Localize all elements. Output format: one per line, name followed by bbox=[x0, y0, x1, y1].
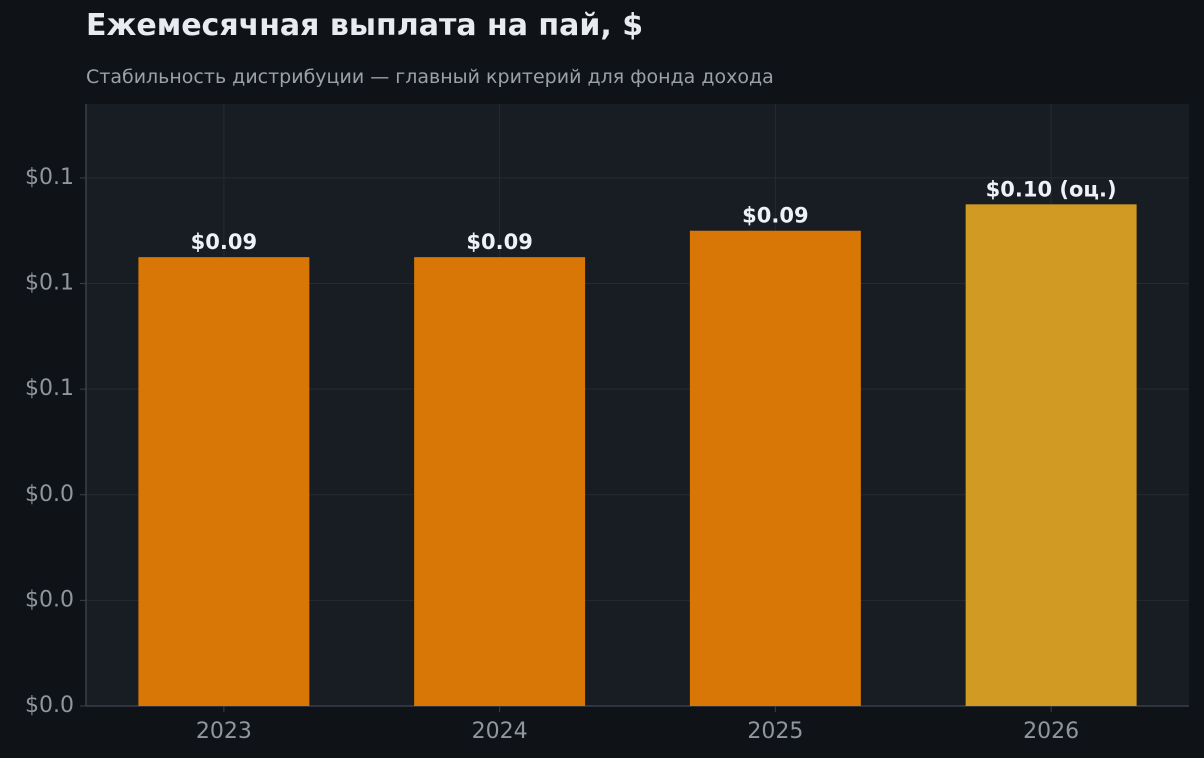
y-tick-label: $0.1 bbox=[25, 165, 74, 190]
x-tick-label-2024: 2024 bbox=[472, 719, 528, 744]
y-tick-label: $0.0 bbox=[25, 693, 74, 718]
y-tick-label: $0.1 bbox=[25, 376, 74, 401]
value-label-2026: $0.10 (оц.) bbox=[986, 177, 1117, 201]
y-tick-label: $0.0 bbox=[25, 587, 74, 612]
chart-title: Ежемесячная выплата на пай, $ bbox=[86, 8, 644, 43]
y-tick-label: $0.1 bbox=[25, 271, 74, 296]
value-label-2025: $0.09 bbox=[742, 204, 808, 228]
bar-2023 bbox=[138, 257, 310, 706]
x-tick-label-2025: 2025 bbox=[747, 719, 803, 744]
value-label-2024: $0.09 bbox=[466, 230, 532, 254]
x-tick-label-2023: 2023 bbox=[196, 719, 252, 744]
bar-2026 bbox=[965, 204, 1137, 707]
bar-2024 bbox=[414, 257, 586, 706]
y-tick-label: $0.0 bbox=[25, 482, 74, 507]
chart-subtitle: Стабильность дистрибуции — главный крите… bbox=[86, 66, 774, 88]
bar-2025 bbox=[689, 230, 861, 706]
x-tick-label-2026: 2026 bbox=[1023, 719, 1079, 744]
value-label-2023: $0.09 bbox=[191, 230, 257, 254]
